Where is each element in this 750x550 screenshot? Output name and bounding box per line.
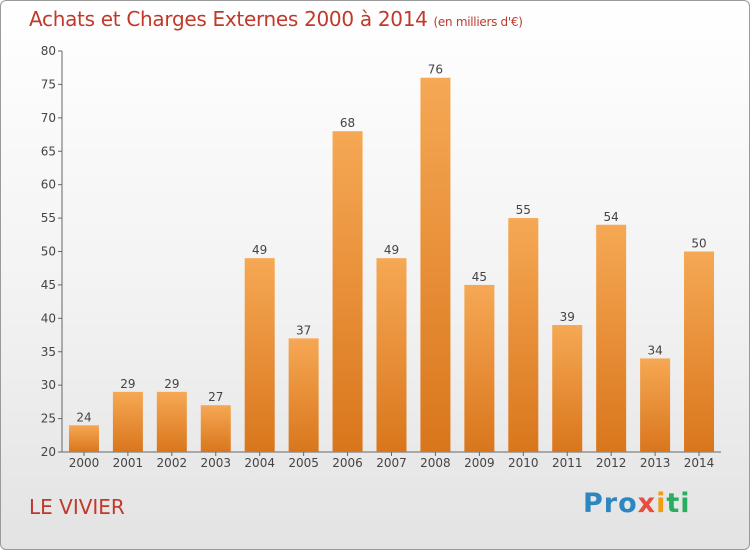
y-tick-label: 30 (41, 378, 56, 392)
x-tick-label: 2006 (332, 456, 363, 470)
x-tick-label: 2000 (69, 456, 100, 470)
x-tick-label: 2002 (157, 456, 188, 470)
x-tick-label: 2008 (420, 456, 451, 470)
data-label-2000: 24 (76, 410, 91, 424)
logo-part-1: Pro (583, 488, 638, 519)
data-label-2011: 39 (560, 310, 575, 324)
data-label-2007: 49 (384, 243, 399, 257)
logo-part-3: i (656, 488, 667, 519)
y-tick-label: 40 (41, 311, 56, 325)
bar-2012 (596, 224, 627, 452)
data-label-2006: 68 (340, 116, 355, 130)
bar-2003 (200, 405, 231, 452)
bar-2001 (112, 391, 143, 452)
logo-part-2: x (637, 488, 657, 519)
bar-2010 (508, 218, 539, 452)
chart-subtitle: (en milliers d'€) (433, 15, 523, 29)
chart-title: Achats et Charges Externes 2000 à 2014 (e… (29, 7, 523, 31)
data-label-2004: 49 (252, 243, 267, 257)
data-label-2013: 34 (647, 343, 662, 357)
data-label-2005: 37 (296, 323, 311, 337)
data-label-2002: 29 (164, 377, 179, 391)
bar-2004 (244, 258, 275, 452)
y-tick-label: 80 (41, 44, 56, 58)
data-label-2001: 29 (120, 377, 135, 391)
x-tick-label: 2009 (464, 456, 495, 470)
bar-2011 (552, 325, 583, 452)
data-label-2008: 76 (428, 63, 443, 77)
bar-2009 (464, 284, 495, 452)
y-tick-label: 75 (41, 77, 56, 91)
y-tick-label: 20 (41, 445, 56, 459)
x-tick-label: 2010 (508, 456, 539, 470)
bar-2013 (640, 358, 671, 452)
bar-2014 (684, 251, 715, 452)
data-label-2014: 50 (691, 237, 706, 251)
y-tick-label: 60 (41, 178, 56, 192)
x-tick-label: 2007 (376, 456, 407, 470)
y-tick-label: 70 (41, 111, 56, 125)
x-tick-label: 2001 (113, 456, 144, 470)
chart-bars (68, 77, 715, 452)
x-tick-label: 2003 (200, 456, 231, 470)
y-tick-label: 35 (41, 345, 56, 359)
x-tick-label: 2012 (596, 456, 627, 470)
data-label-2010: 55 (516, 203, 531, 217)
bar-2005 (288, 338, 319, 452)
y-tick-label: 65 (41, 144, 56, 158)
proxiti-logo[interactable]: Proxiti (583, 488, 691, 519)
bar-2006 (332, 131, 363, 452)
y-tick-label: 45 (41, 278, 56, 292)
x-tick-label: 2004 (244, 456, 275, 470)
x-tick-label: 2005 (288, 456, 319, 470)
data-label-2003: 27 (208, 390, 223, 404)
y-tick-label: 50 (41, 245, 56, 259)
bar-2002 (156, 391, 187, 452)
location-label: LE VIVIER (29, 495, 125, 519)
bar-2007 (376, 258, 407, 452)
chart-data-labels: 24 29 29 27 49 37 68 49 76 45 55 39 54 34 50 (76, 63, 706, 425)
x-tick-label: 2013 (640, 456, 671, 470)
chart-title-text: Achats et Charges Externes 2000 à 2014 (29, 7, 428, 31)
data-label-2012: 54 (604, 210, 619, 224)
x-tick-label: 2014 (684, 456, 715, 470)
bar-2000 (68, 425, 99, 452)
chart-axes: 20 25 30 35 40 45 50 55 60 65 70 75 80 2000 2001 2002 20… (41, 44, 721, 470)
data-label-2009: 45 (472, 270, 487, 284)
bar-2008 (420, 77, 451, 452)
x-tick-label: 2011 (552, 456, 583, 470)
y-tick-label: 55 (41, 211, 56, 225)
logo-part-4: ti (666, 488, 691, 519)
y-tick-label: 25 (41, 412, 56, 426)
